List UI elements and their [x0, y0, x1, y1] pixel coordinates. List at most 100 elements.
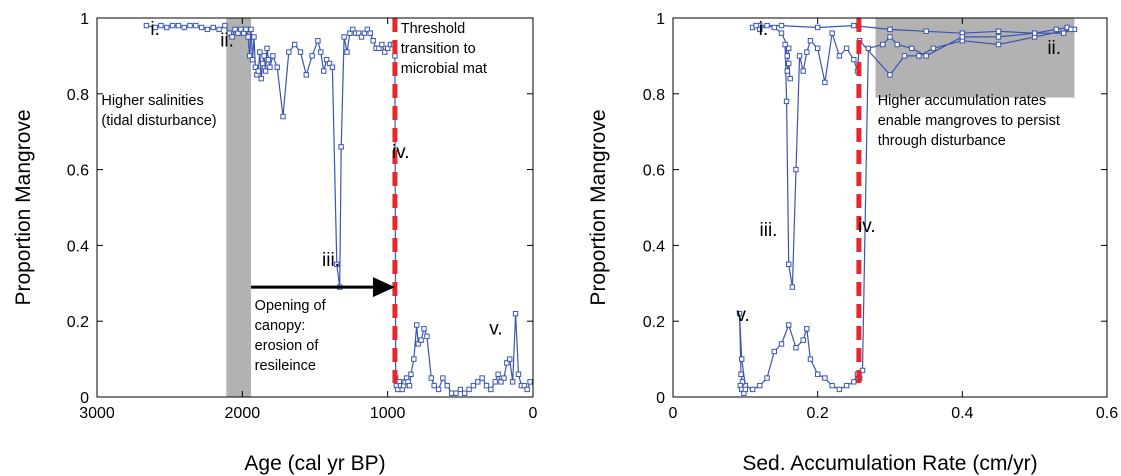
data-point [1060, 30, 1067, 36]
data-point [448, 390, 455, 396]
data-point [515, 371, 522, 377]
x-tick-label: 0.4 [951, 405, 973, 422]
data-point [379, 41, 385, 48]
data-point [164, 24, 170, 31]
data-point [382, 49, 388, 55]
data-point [492, 379, 498, 385]
data-point [222, 22, 228, 29]
data-point [408, 371, 414, 377]
data-point [350, 26, 356, 33]
data-point [771, 24, 777, 31]
data-point [457, 386, 464, 393]
data-point [341, 34, 347, 40]
data-point [286, 49, 292, 55]
data-point [262, 68, 269, 74]
data-point [198, 24, 205, 31]
x-tick-label: 0.6 [1096, 405, 1118, 422]
data-point [527, 379, 533, 385]
data-point [804, 49, 810, 55]
roman-annotation: iii. [322, 250, 340, 271]
data-point [786, 60, 792, 67]
roman-annotation: v. [489, 318, 502, 339]
arrow-head [372, 277, 395, 298]
data-point [995, 41, 1002, 48]
shaded-band [226, 18, 252, 397]
data-point [814, 45, 821, 52]
axes-frame [96, 17, 534, 398]
roman-annotation: ii. [1047, 38, 1061, 59]
data-point [453, 390, 459, 396]
data-point [232, 26, 238, 33]
y-tick-label: 0.4 [643, 238, 665, 255]
data-point [843, 45, 850, 52]
note-line: transition to [401, 41, 476, 57]
data-point [793, 345, 799, 351]
data-point [255, 68, 262, 74]
data-point [807, 38, 814, 44]
data-point [784, 53, 790, 59]
data-point [524, 386, 530, 393]
data-point [784, 68, 790, 74]
data-point [836, 386, 843, 393]
note-annotation: Opening of canopy: erosion of resileince [255, 298, 327, 374]
shaded-region [875, 18, 1075, 98]
data-point [280, 113, 286, 120]
roman-annotation: ii. [220, 30, 234, 51]
data-point [887, 26, 893, 33]
note-line: resileince [255, 358, 316, 374]
data-point [843, 382, 850, 389]
data-point [738, 371, 744, 377]
data-point [786, 45, 792, 52]
data-point [303, 72, 309, 78]
note-line: Threshold [401, 21, 465, 37]
data-point [169, 22, 176, 29]
y-tick-label: 0 [80, 390, 89, 407]
data-point [764, 375, 770, 381]
data-point [235, 30, 241, 36]
y-tick-label: 0.2 [643, 314, 665, 331]
data-point [488, 386, 494, 393]
data-point [265, 56, 272, 63]
data-point [822, 79, 828, 86]
data-point [291, 41, 298, 48]
y-tick-label: 0.4 [67, 238, 89, 255]
x-axis-title: Age (cal yr BP) [244, 452, 385, 475]
data-point [249, 56, 256, 63]
x-tick-label: 1000 [370, 405, 406, 422]
y-axis-title: Proportion Mangrove [12, 109, 35, 305]
data-point [736, 310, 743, 317]
data-point [787, 75, 793, 82]
data-point [782, 41, 788, 48]
data-point [814, 24, 821, 31]
data-point [270, 53, 276, 59]
data-point [444, 382, 450, 389]
note-annotation: Threshold transition to microbial mat [401, 21, 487, 77]
data-point [338, 144, 344, 150]
note-line: Higher accumulation rates [878, 93, 1046, 109]
data-point [414, 322, 420, 328]
data-point [309, 53, 315, 59]
data-point [461, 390, 468, 396]
data-point [406, 382, 413, 389]
data-point [243, 26, 249, 33]
y-tick-label: 0.8 [67, 87, 89, 104]
data-point [259, 60, 266, 67]
data-point [274, 64, 280, 70]
data-point [796, 53, 803, 59]
data-point [193, 22, 199, 29]
data-point [887, 72, 893, 78]
data-point [251, 34, 257, 40]
data-point [814, 371, 821, 377]
data-point [421, 326, 427, 332]
y-tick-label: 0.2 [67, 314, 89, 331]
right-panel-accumulation: 0 0.2 0.4 0.6 0 0.2 0.4 0.6 0.8 1 Sed. Accumulatio… [587, 11, 1118, 475]
data-point [829, 382, 835, 389]
data-point [475, 379, 481, 385]
data-point [786, 322, 792, 328]
roman-annotation: iv. [858, 216, 876, 237]
data-point [355, 30, 362, 36]
data-point [783, 98, 790, 105]
data-point [252, 64, 259, 70]
data-point [1053, 26, 1060, 33]
